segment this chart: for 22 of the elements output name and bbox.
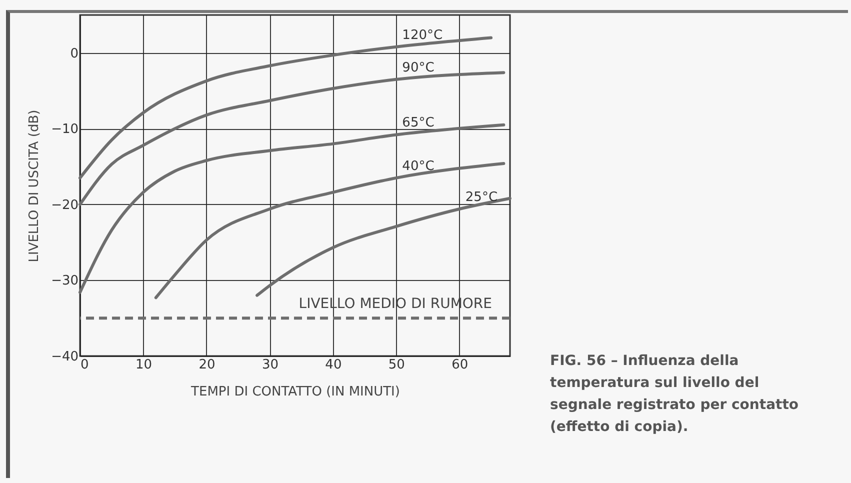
caption: FIG. 56 – Influenza della temperatura sul livello del segnale registrato per contatto (effetto di copia). [550,352,800,437]
y-tick-label: −40 [51,350,78,364]
y-tick-label: −30 [51,274,78,289]
y-tick-label: −10 [51,122,78,138]
series-label: 65°C [402,116,434,131]
series-label: 25°C [465,190,498,205]
line-series [154,162,506,300]
series-label: 90°C [402,60,434,76]
x-tick-label: 20 [198,358,216,372]
x-tick-label: 0 [80,358,89,372]
y-axis-title: LIVELLO DI USCITA (dB) [27,110,42,262]
x-tick-label: 50 [388,358,405,372]
series-label: 40°C [402,158,434,174]
y-tick-label: −20 [51,198,78,213]
x-tick-label: 30 [262,358,278,372]
x-tick-label: 60 [452,358,468,372]
line-series [78,71,506,206]
x-axis-title: TEMPI DI CONTATTO (IN MINUTI) [190,384,400,400]
x-tick-label: 10 [135,358,152,372]
x-tick-label: 40 [325,358,342,372]
y-tick-label: 0 [70,46,78,62]
series-label: 120°C [402,28,443,43]
